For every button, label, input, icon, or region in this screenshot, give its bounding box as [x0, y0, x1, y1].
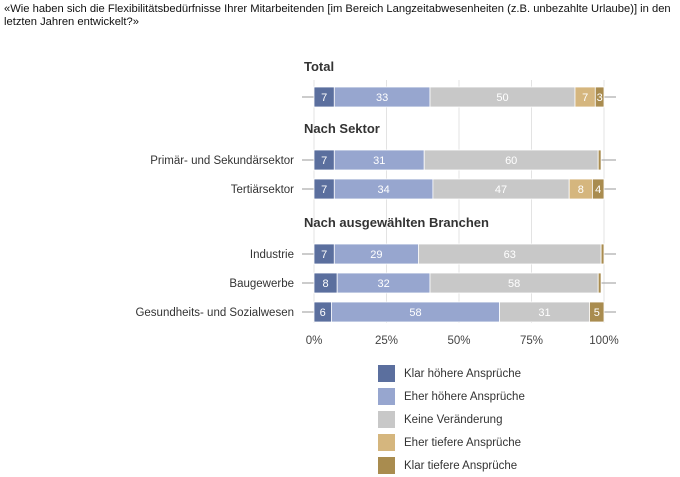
legend-swatch	[378, 365, 395, 382]
group-title: Total	[304, 59, 334, 74]
bar-segment	[594, 86, 605, 108]
x-tick-label: 0%	[306, 335, 323, 347]
data-label: 7	[321, 184, 327, 196]
row-label: Gesundheits- und Sozialwesen	[135, 307, 294, 319]
legend-item: Klar tiefere Ansprüche	[378, 454, 525, 477]
bar-segment	[597, 272, 602, 294]
legend-label: Eher höhere Ansprüche	[404, 390, 525, 403]
legend-swatch	[378, 434, 395, 451]
row-label: Primär- und Sekundärsektor	[150, 155, 294, 167]
bar-segment	[592, 178, 605, 200]
data-label: 7	[321, 155, 327, 167]
x-tick-label: 50%	[447, 335, 470, 347]
row-label: Industrie	[250, 249, 294, 261]
bar-segment	[589, 301, 605, 323]
row-label: Baugewerbe	[229, 278, 294, 290]
row-label: Tertiärsektor	[231, 184, 294, 196]
legend-item: Klar höhere Ansprüche	[378, 362, 525, 385]
legend-label: Klar tiefere Ansprüche	[404, 459, 518, 472]
data-label: 60	[505, 155, 517, 167]
x-tick-label: 25%	[375, 335, 398, 347]
data-label: 34	[377, 184, 389, 196]
legend-label: Keine Veränderung	[404, 413, 503, 426]
bar-segment	[600, 243, 605, 265]
data-label: 50	[496, 92, 508, 104]
data-label: 7	[582, 92, 588, 104]
legend-swatch	[378, 388, 395, 405]
data-label: 47	[495, 184, 507, 196]
data-label: 58	[409, 307, 421, 319]
group-title: Nach Sektor	[304, 121, 380, 136]
data-label: 3	[597, 92, 603, 104]
legend-item: Eher höhere Ansprüche	[378, 385, 525, 408]
data-label: 32	[377, 278, 389, 290]
bar-segment	[597, 149, 602, 171]
legend-swatch	[378, 457, 395, 474]
data-label: 5	[594, 307, 600, 319]
data-label: 31	[538, 307, 550, 319]
x-tick-label: 75%	[520, 335, 543, 347]
data-label: 8	[578, 184, 584, 196]
data-label: 63	[504, 249, 516, 261]
data-label: 33	[376, 92, 388, 104]
data-label: 7	[321, 92, 327, 104]
data-label: 58	[508, 278, 520, 290]
data-label: 31	[373, 155, 385, 167]
data-label: 4	[595, 184, 601, 196]
data-label: 7	[321, 249, 327, 261]
data-label: 8	[323, 278, 329, 290]
legend-label: Eher tiefere Ansprüche	[404, 436, 521, 449]
group-title: Nach ausgewählten Branchen	[304, 215, 489, 230]
data-label: 29	[370, 249, 382, 261]
question-text: «Wie haben sich die Flexibilitätsbedürfn…	[4, 3, 671, 28]
legend-item: Keine Veränderung	[378, 408, 525, 431]
data-label: 6	[320, 307, 326, 319]
legend-swatch	[378, 411, 395, 428]
chart-legend: Klar höhere Ansprüche Eher höhere Ansprü…	[378, 362, 525, 477]
x-tick-label: 100%	[589, 335, 618, 347]
legend-item: Eher tiefere Ansprüche	[378, 431, 525, 454]
legend-label: Klar höhere Ansprüche	[404, 367, 521, 380]
